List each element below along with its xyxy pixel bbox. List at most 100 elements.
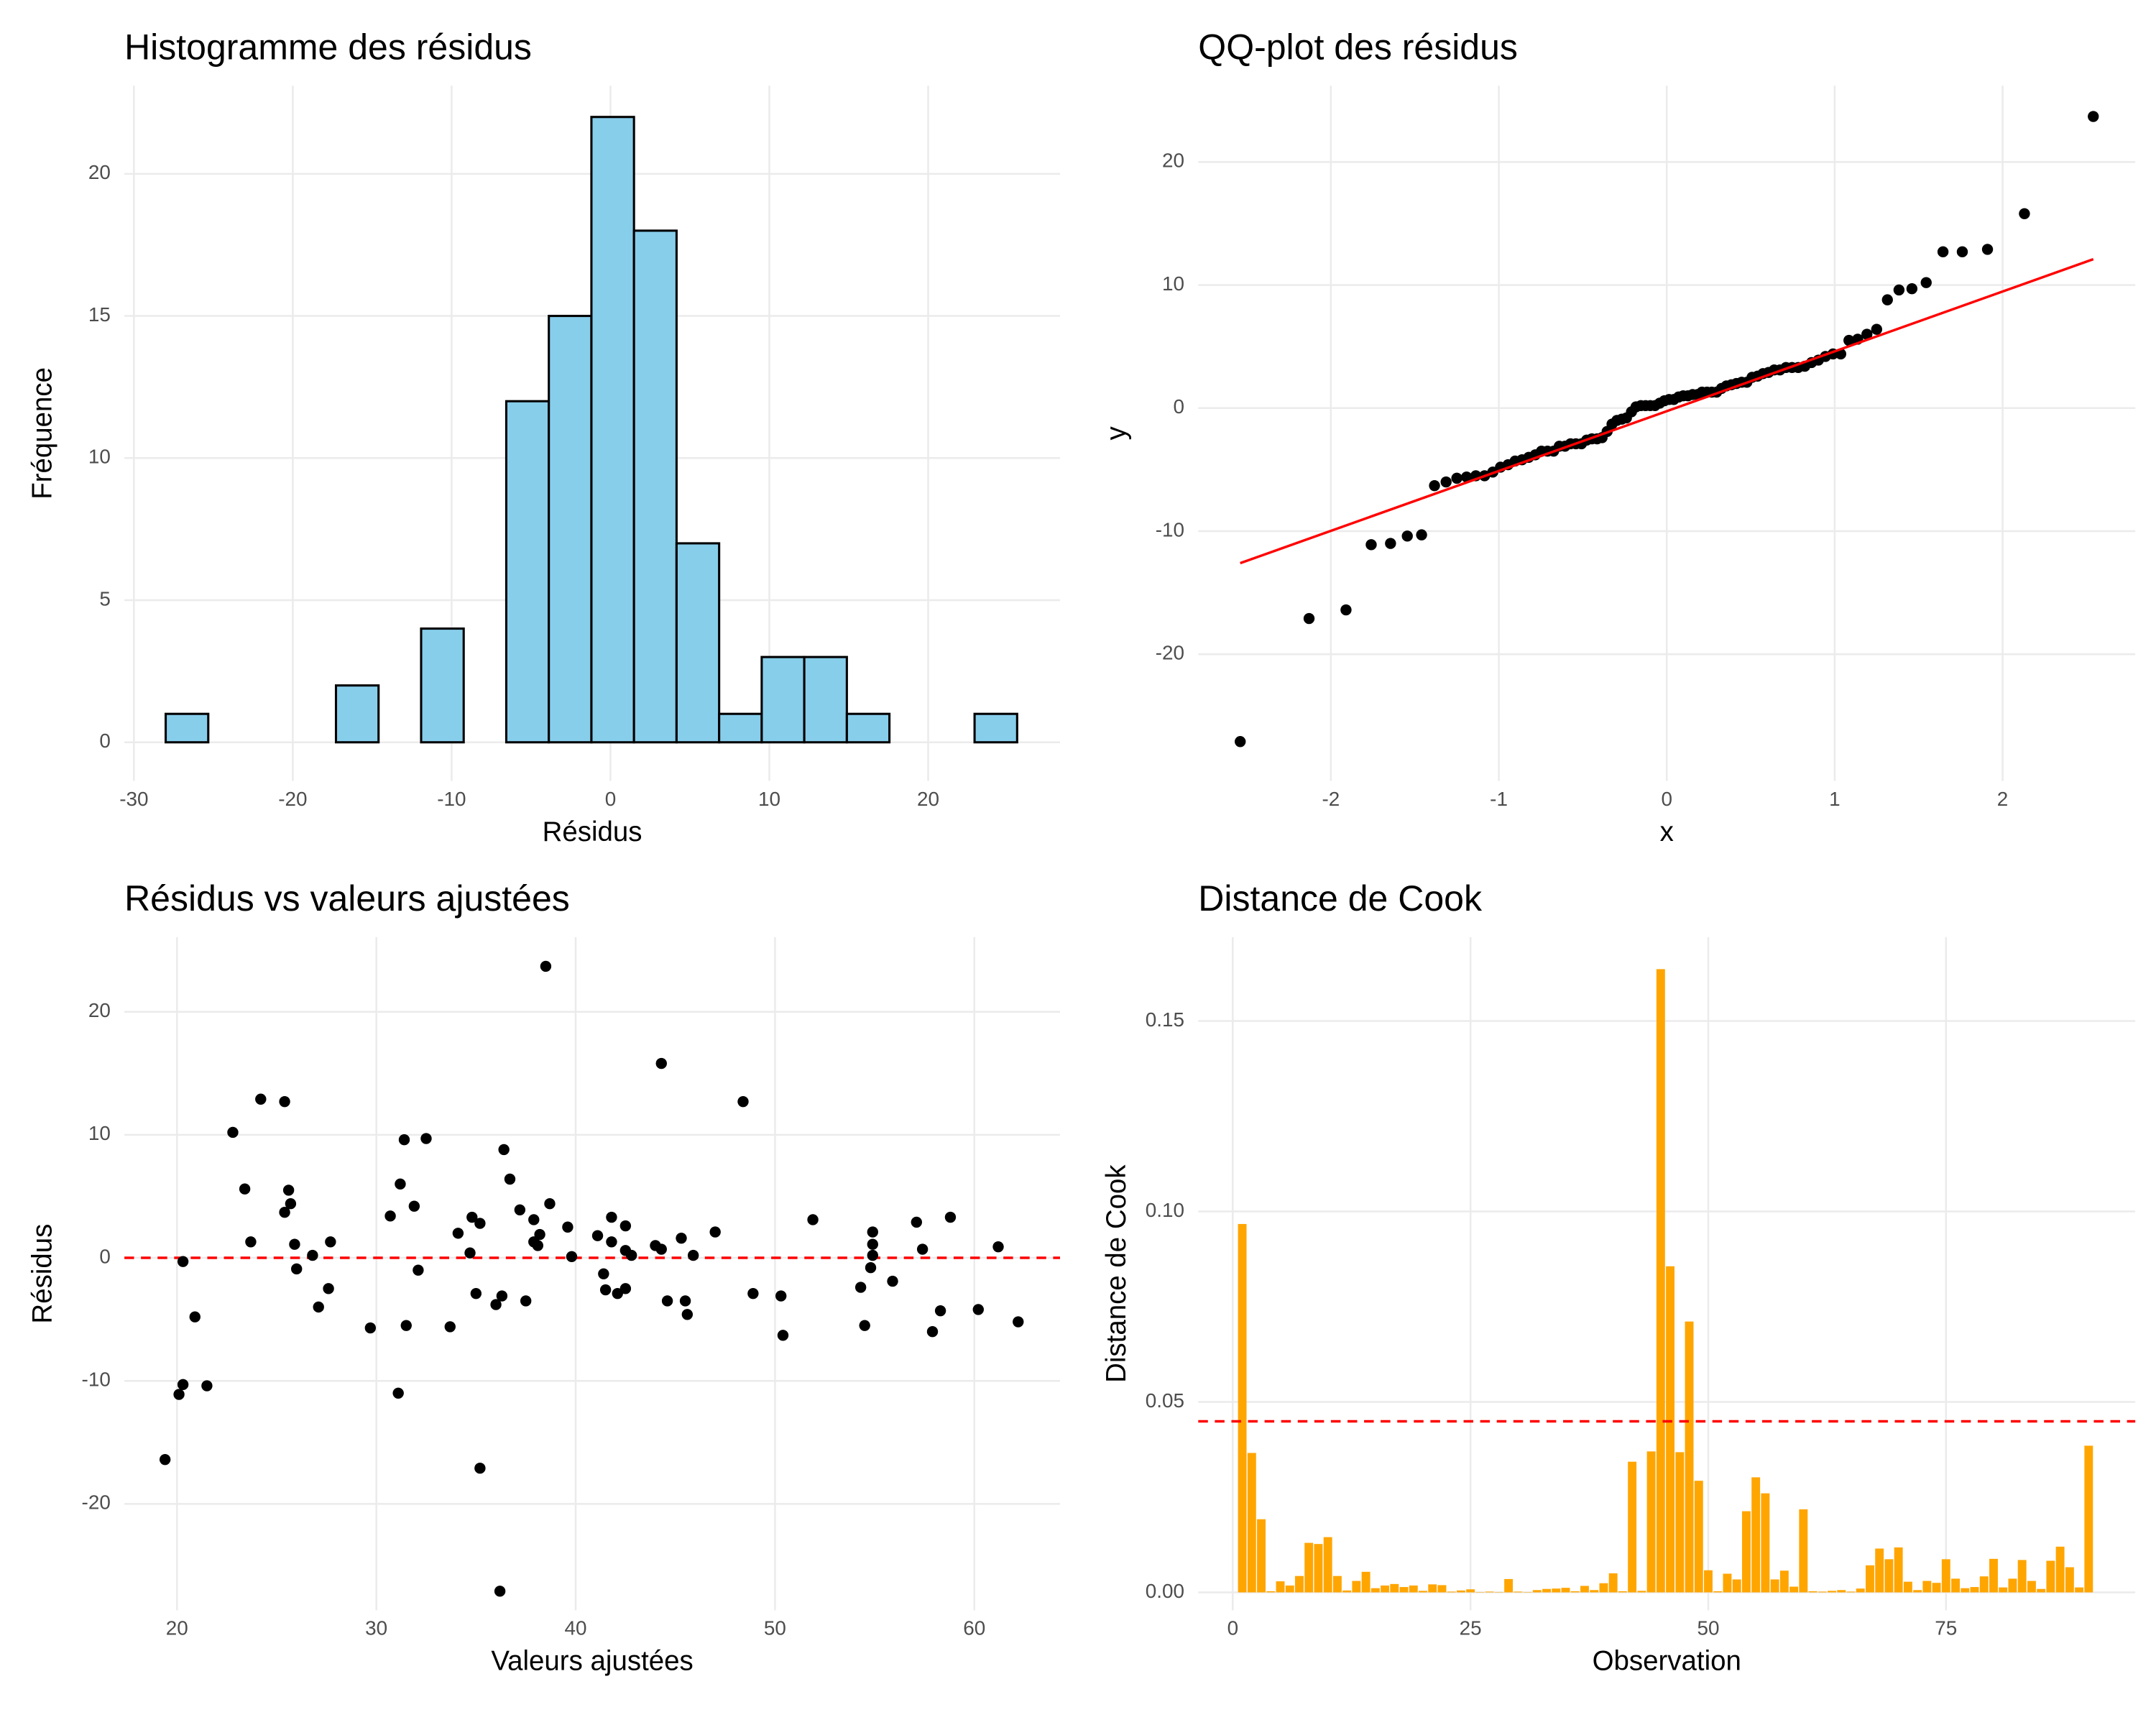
histogram-bar	[675, 542, 721, 744]
x-tick-label: -20	[278, 788, 307, 810]
y-tick-label: 0	[99, 730, 111, 752]
bar	[1314, 1544, 1323, 1593]
qq-point	[1461, 471, 1473, 483]
bar	[1342, 1590, 1352, 1593]
bar	[1552, 1588, 1561, 1593]
bar	[1828, 1591, 1836, 1593]
histogram-bar	[590, 116, 635, 744]
y-tick-label: 20	[88, 999, 111, 1021]
x-tick-label: 0	[605, 788, 617, 810]
scatter-point	[494, 1586, 506, 1597]
y-tick-label: 0.05	[1146, 1389, 1184, 1412]
y-tick-label: 20	[88, 161, 111, 183]
bar	[1799, 1509, 1808, 1593]
bar	[1685, 1321, 1694, 1593]
bar	[1447, 1591, 1456, 1593]
scatter-point	[279, 1095, 290, 1108]
scatter-point	[854, 1282, 867, 1293]
y-axis-title: Distance de Cook	[1101, 1164, 1132, 1383]
scatter-point	[1013, 1316, 1024, 1328]
bar	[1247, 1453, 1256, 1593]
x-tick-label: 20	[917, 788, 939, 810]
qq-point	[1871, 323, 1883, 335]
scatter-point	[395, 1178, 406, 1190]
x-tick-label: 60	[963, 1617, 985, 1639]
bar	[1590, 1590, 1599, 1593]
qq-point	[2019, 208, 2030, 219]
scatter-point	[255, 1093, 267, 1105]
scatter-point	[867, 1238, 878, 1250]
scatter-point	[887, 1275, 898, 1287]
scatter-point	[514, 1204, 526, 1215]
qq-point	[1893, 284, 1905, 296]
scatter-point	[227, 1126, 239, 1138]
qq-point	[1937, 246, 1949, 258]
scatter-point	[201, 1380, 213, 1392]
bar	[1504, 1578, 1514, 1593]
scatter-point	[655, 1057, 667, 1070]
x-axis-title: Résidus	[543, 816, 642, 847]
scatter-point	[867, 1249, 878, 1261]
scatter-point	[807, 1214, 819, 1225]
y-tick-label: 0	[99, 1245, 111, 1267]
bar	[1466, 1589, 1475, 1593]
y-tick-label: -20	[1156, 642, 1184, 664]
bar	[1951, 1578, 1961, 1593]
scatter-point	[566, 1251, 578, 1263]
bar	[1932, 1583, 1941, 1593]
scatter-point	[173, 1389, 185, 1400]
qq-point	[1340, 604, 1352, 616]
scatter-point	[177, 1379, 189, 1391]
bar	[1761, 1493, 1770, 1593]
qq-point	[1861, 328, 1873, 340]
bar	[1779, 1570, 1789, 1593]
bar	[1837, 1590, 1846, 1593]
bar	[1390, 1583, 1399, 1593]
scatter-point	[285, 1198, 297, 1210]
bar	[1485, 1591, 1494, 1593]
bar	[1846, 1591, 1856, 1593]
scatter-point	[681, 1309, 694, 1320]
histogram-bar	[548, 315, 593, 744]
bar	[1456, 1590, 1465, 1593]
scatter-point	[528, 1214, 540, 1225]
x-tick-label: 50	[764, 1617, 786, 1639]
scatter-point	[911, 1216, 922, 1228]
scatter-point	[534, 1228, 545, 1241]
bar	[2037, 1588, 2046, 1593]
qq-line	[1240, 257, 2094, 565]
scatter-point	[612, 1287, 623, 1300]
scatter-point	[496, 1290, 508, 1302]
scatter-point	[490, 1299, 502, 1310]
scatter-point	[619, 1220, 632, 1232]
scatter-point	[504, 1173, 516, 1185]
x-tick-label: 10	[758, 788, 780, 810]
bar	[1637, 1591, 1646, 1593]
scatter-point	[865, 1262, 877, 1274]
bar	[1285, 1585, 1294, 1593]
scatter-point	[291, 1263, 303, 1275]
qq-point	[1440, 476, 1452, 488]
bar	[1979, 1576, 1989, 1593]
qq-point	[1385, 538, 1396, 549]
bar	[1961, 1588, 1970, 1593]
bar	[1514, 1591, 1523, 1593]
scatter-point	[591, 1230, 604, 1241]
scatter-point	[934, 1305, 946, 1317]
y-tick-label: 0.10	[1146, 1199, 1184, 1221]
bar	[1970, 1587, 1979, 1593]
bar	[1304, 1542, 1314, 1593]
bar	[1332, 1576, 1342, 1593]
y-tick-label: 10	[88, 1122, 111, 1144]
scatter-point	[747, 1287, 759, 1300]
qq-point	[1906, 283, 1918, 295]
y-tick-label: 15	[88, 303, 111, 326]
scatter-point	[307, 1249, 318, 1261]
y-tick-label: -10	[1156, 518, 1184, 540]
bar	[1941, 1559, 1950, 1593]
scatter-point	[520, 1295, 532, 1307]
scatter-point	[625, 1249, 637, 1261]
bar	[1999, 1587, 2008, 1593]
